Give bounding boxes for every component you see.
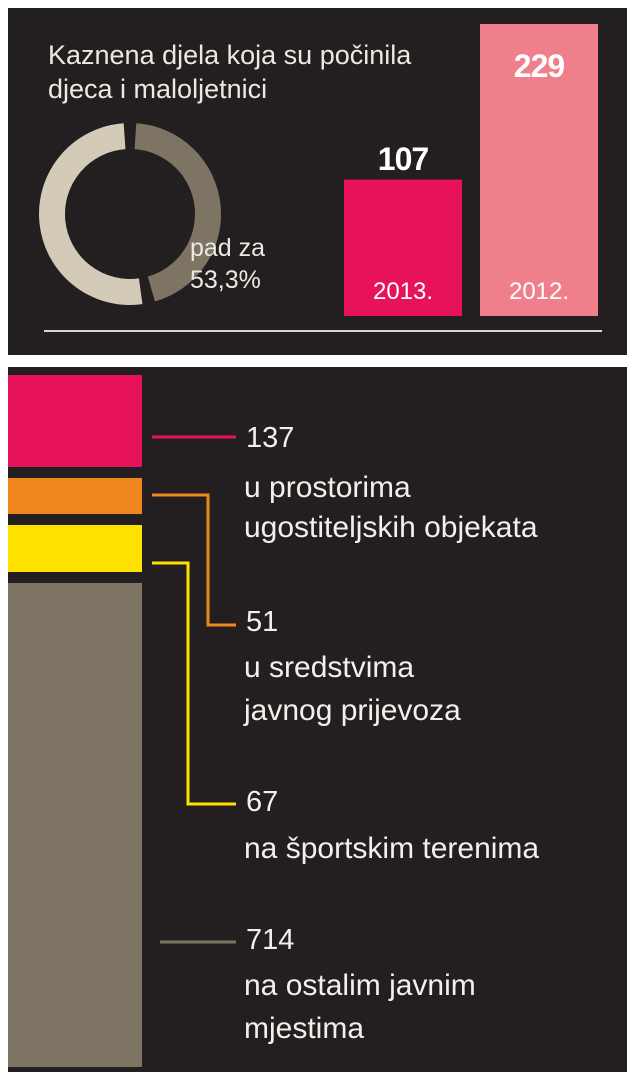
- leader-line-prijevoz: [152, 493, 236, 627]
- top-chart-svg: [39, 24, 598, 316]
- legend-label-prijevoz-2: javnog prijevoza: [244, 694, 461, 727]
- bottom-chart-svg: [8, 375, 236, 1067]
- donut-label-line2: 53,3%: [190, 266, 261, 294]
- stacked-segment-sport: [8, 525, 142, 572]
- legend-label-ostalo-2: mjestima: [244, 1012, 365, 1045]
- donut-label: pad za 53,3%: [190, 232, 265, 296]
- bar-2013: [344, 179, 462, 316]
- donut-label-line1: pad za: [190, 234, 266, 262]
- stacked-segment-ugostiteljski: [8, 375, 142, 467]
- bar-2012: [480, 24, 598, 316]
- legend-value-sport: 67: [246, 786, 279, 818]
- legend-label-prijevoz-1: u sredstvima: [244, 651, 415, 684]
- chart-title: Kaznena djela koja su počinila djeca i m…: [48, 40, 412, 104]
- legend-value-ugostiteljski: 137: [246, 422, 295, 454]
- bar-year-2012: 2012.: [508, 278, 570, 305]
- legend-label-ugostiteljski-2: ugostiteljskih objekata: [244, 511, 538, 544]
- bar-year-2013: 2013.: [372, 278, 434, 305]
- bar-value-2012: 229: [513, 48, 565, 84]
- leader-line-sport: [152, 561, 236, 806]
- legend-label-ugostiteljski-1: u prostorima: [244, 471, 411, 504]
- donut-segment-decrease: [39, 123, 143, 305]
- bar-value-2013: 107: [377, 141, 429, 177]
- legend-label-ostalo-1: na ostalim javnim: [244, 969, 476, 1002]
- stacked-segment-ostalo: [8, 583, 142, 1067]
- legend-value-prijevoz: 51: [246, 606, 279, 638]
- top-chart-panel: Kaznena djela koja su počinila djeca i m…: [8, 8, 627, 355]
- chart-baseline: [44, 330, 602, 332]
- legend-value-ostalo: 714: [246, 924, 295, 956]
- donut-segment-remaining: [134, 123, 221, 302]
- stacked-segment-prijevoz: [8, 478, 142, 514]
- bottom-chart-panel: 137 u prostorima ugostiteljskih objekata…: [8, 367, 627, 1072]
- legend-label-sport-1: na športskim terenima: [244, 832, 540, 865]
